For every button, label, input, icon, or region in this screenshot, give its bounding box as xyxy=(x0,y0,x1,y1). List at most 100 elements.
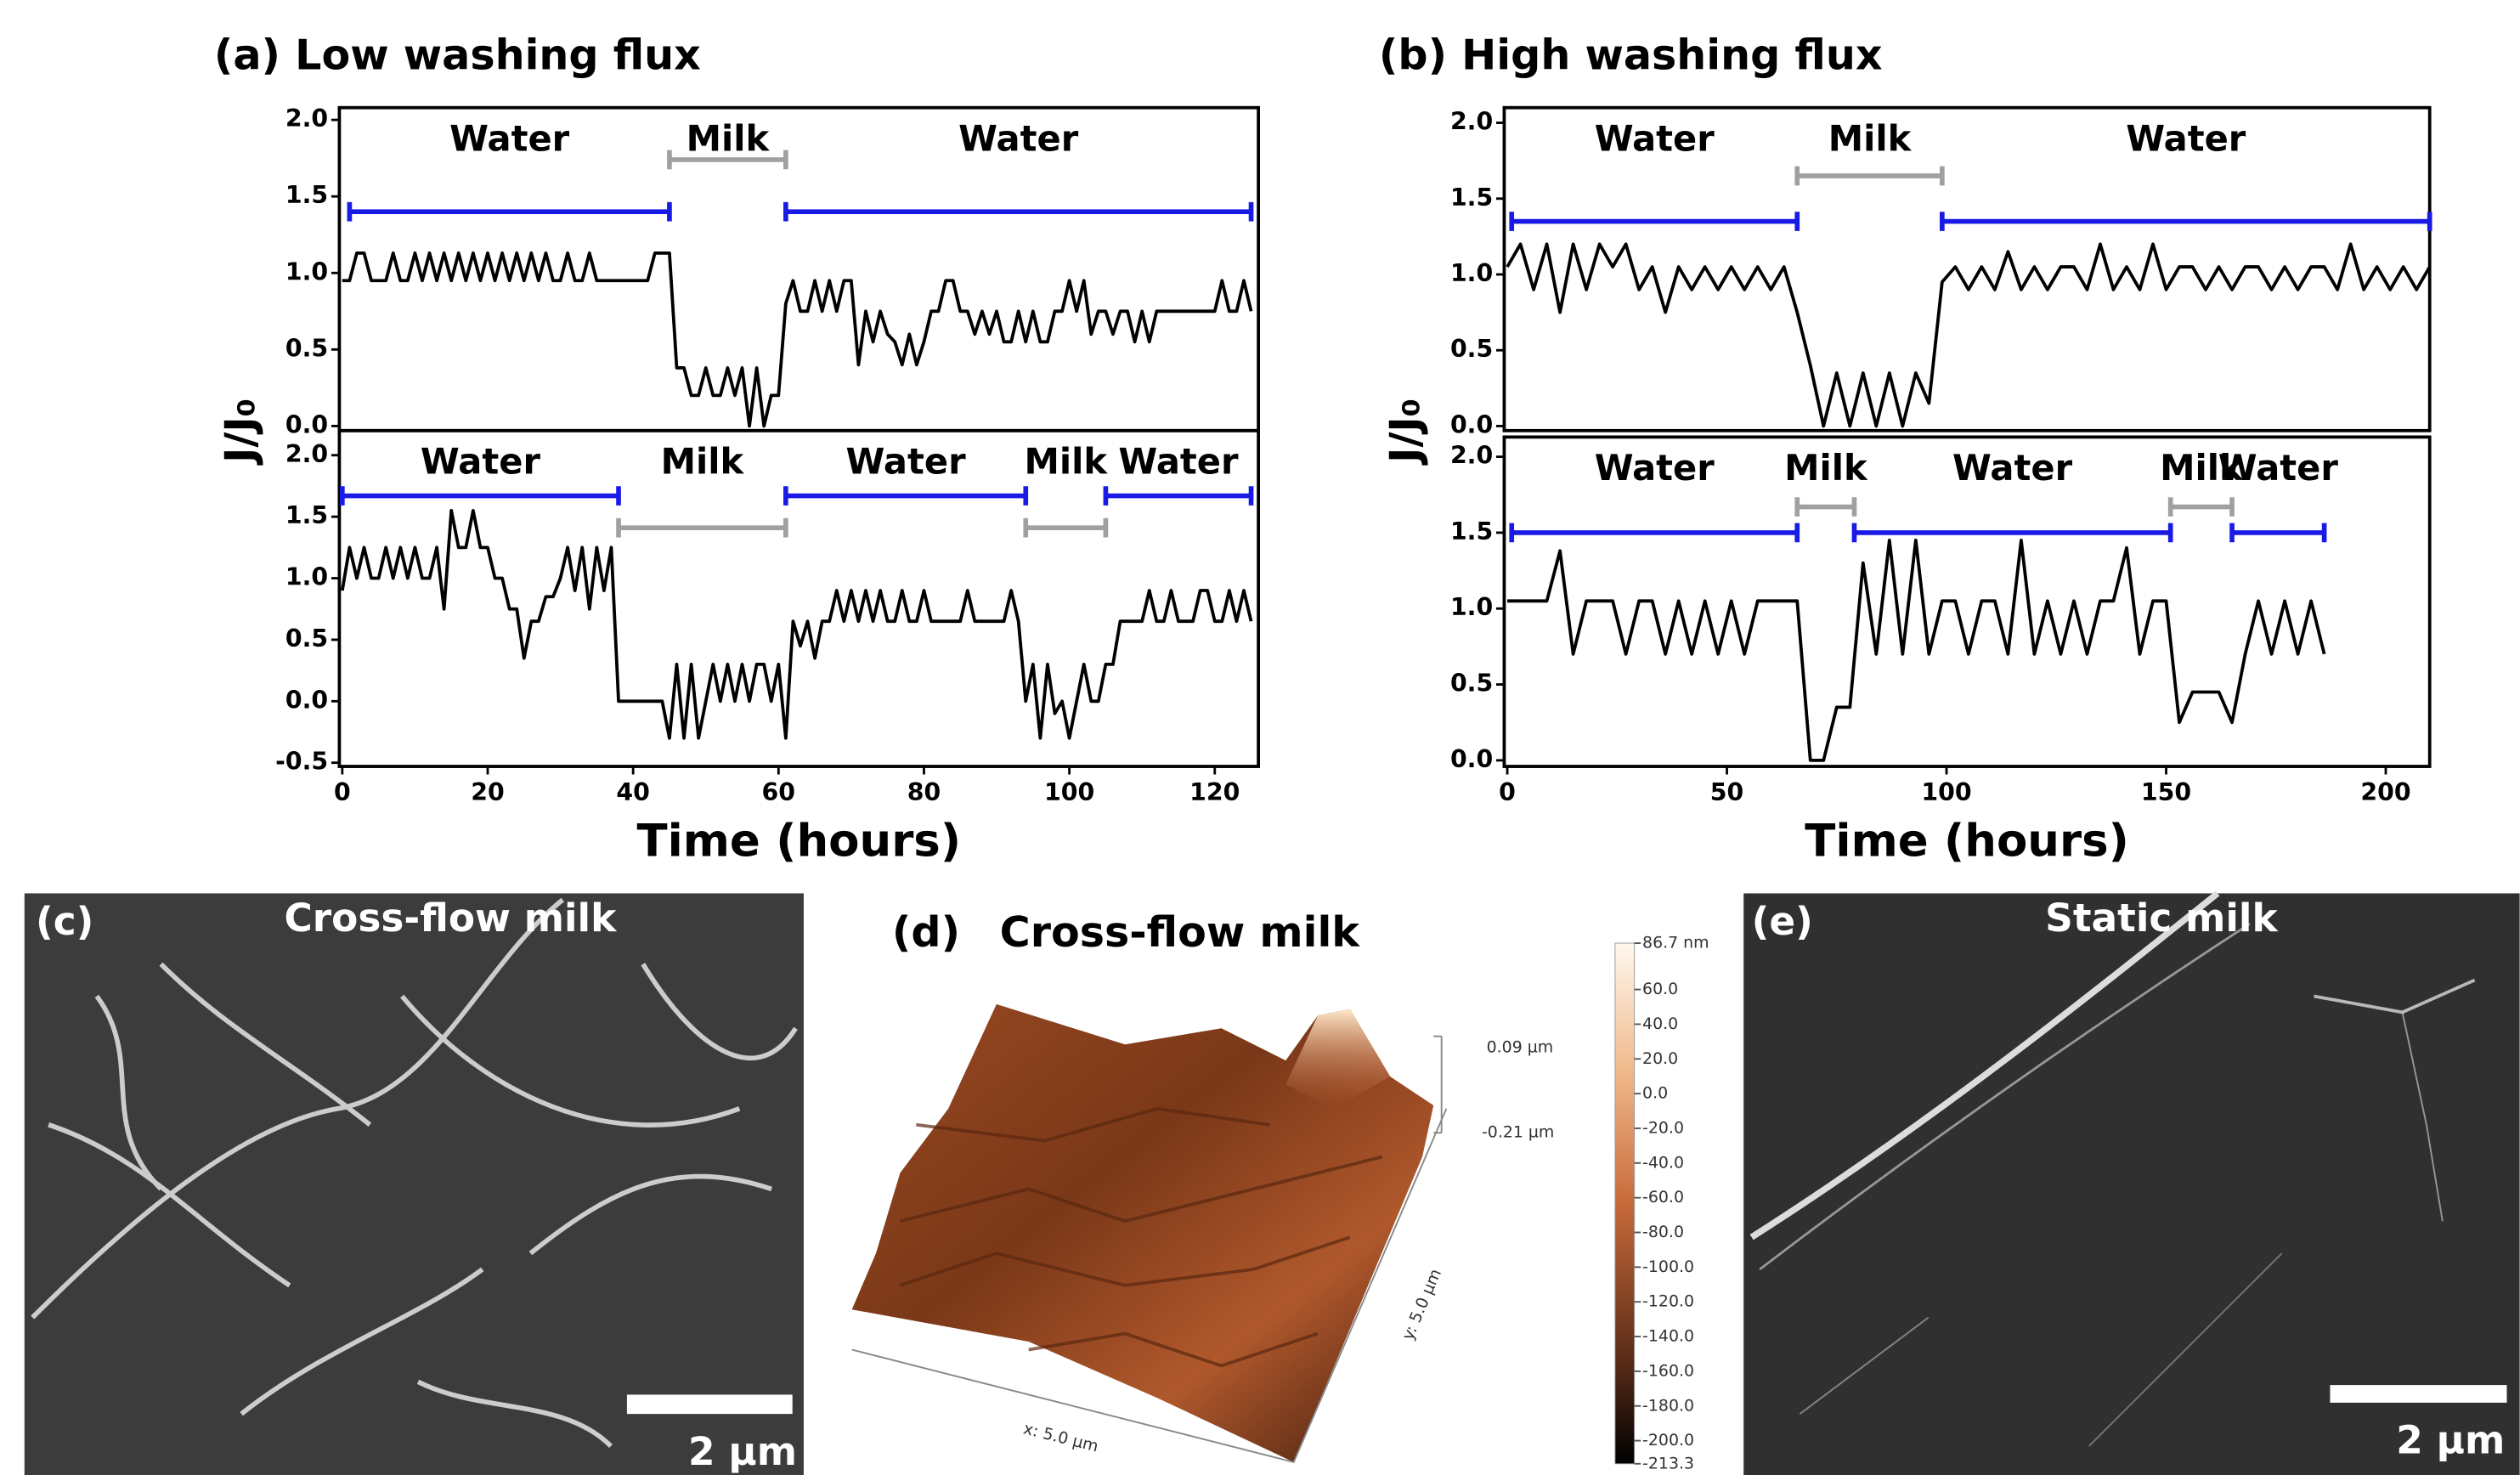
x-tick-label: 60 xyxy=(762,778,795,806)
y-tick-label: -0.5 xyxy=(275,748,328,776)
phase-bracket xyxy=(2171,497,2232,517)
x-tick-label: 20 xyxy=(471,778,504,806)
phase-bracket xyxy=(786,202,1252,222)
panel-d: (d) Cross-flow milk 0.09 µm -0.21 µm x: … xyxy=(852,907,1709,1472)
y-tick-label: 0.0 xyxy=(1450,745,1493,773)
z-label: -0.21 µm xyxy=(1482,1123,1554,1142)
panel-label: (e) xyxy=(1752,899,1813,944)
phase-bracket xyxy=(619,518,786,538)
y-tick-label: 1.5 xyxy=(1450,517,1493,545)
phase-label: Water xyxy=(846,441,967,483)
y-tick-label: 2.0 xyxy=(1450,442,1493,470)
phase-label: Water xyxy=(1118,441,1239,483)
y-axis-label: y: 5.0 µm xyxy=(1398,1266,1445,1342)
y-tick-label: 2.0 xyxy=(1450,108,1493,136)
scale-label: 2 µm xyxy=(2396,1418,2505,1463)
panel-label: (d) xyxy=(892,907,960,957)
phase-bracket xyxy=(1797,497,1854,517)
phase-bracket xyxy=(1942,212,2430,231)
colorbar-label: -140.0 xyxy=(1642,1327,1694,1346)
data-line xyxy=(1507,244,2430,426)
phase-bracket xyxy=(786,486,1026,506)
x-tick-label: 150 xyxy=(2141,778,2191,806)
x-tick-label: 100 xyxy=(1044,778,1094,806)
chart-title: (a) Low washing flux xyxy=(214,31,701,80)
z-axis xyxy=(1433,1037,1441,1133)
colorbar-ticks: 86.7 nm60.040.020.00.0-20.0-40.0-60.0-80… xyxy=(1635,934,1709,1473)
phase-bracket xyxy=(1511,212,1797,231)
phase-label: Water xyxy=(1595,447,1715,489)
colorbar-label: 40.0 xyxy=(1642,1014,1678,1033)
x-tick-label: 40 xyxy=(616,778,649,806)
data-line xyxy=(1507,540,2325,760)
phase-label: Water xyxy=(1952,447,2073,489)
phase-bracket xyxy=(1854,523,2170,543)
y-tick-label: 0.0 xyxy=(285,410,328,438)
y-tick-label: 1.0 xyxy=(285,563,328,591)
data-line xyxy=(342,511,1252,738)
phase-label: Water xyxy=(2218,447,2339,489)
y-tick-label: 0.0 xyxy=(1450,410,1493,438)
panel-title: Cross-flow milk xyxy=(1000,907,1361,957)
colorbar-label: -100.0 xyxy=(1642,1257,1694,1276)
z-label: 0.09 µm xyxy=(1487,1037,1554,1056)
sem-image xyxy=(25,893,804,1475)
y-tick-label: 0.5 xyxy=(285,624,328,653)
y-axis-title: J/J₀ xyxy=(1380,398,1429,466)
colorbar-label: -180.0 xyxy=(1642,1396,1694,1415)
colorbar-label: -80.0 xyxy=(1642,1223,1684,1241)
y-tick-label: 1.0 xyxy=(1450,593,1493,621)
phase-label: Water xyxy=(958,117,1079,159)
phase-label: Milk xyxy=(1784,447,1868,489)
y-tick-label: 1.0 xyxy=(1450,259,1493,287)
data-line xyxy=(342,253,1252,427)
y-tick-label: 0.5 xyxy=(1450,670,1493,698)
x-tick-label: 50 xyxy=(1710,778,1743,806)
y-tick-label: 1.5 xyxy=(285,181,328,209)
phase-bracket xyxy=(2232,523,2325,543)
panel-c: 2 µm (c) Cross-flow milk xyxy=(25,893,804,1475)
scale-label: 2 µm xyxy=(688,1429,797,1474)
scale-bar xyxy=(2330,1385,2506,1403)
phase-label: Water xyxy=(449,117,570,159)
phase-label: Water xyxy=(2126,117,2246,159)
phase-bracket xyxy=(1797,167,1942,186)
phase-label: Milk xyxy=(687,117,771,159)
x-tick-label: 100 xyxy=(1921,778,1971,806)
y-tick-label: 2.0 xyxy=(285,105,328,133)
colorbar-label: 0.0 xyxy=(1642,1084,1668,1103)
phase-bracket xyxy=(1105,486,1251,506)
colorbar-label: -213.3 xyxy=(1642,1454,1694,1472)
phase-bracket xyxy=(349,202,670,222)
colorbar-label: -200.0 xyxy=(1642,1431,1694,1450)
panel-label: (c) xyxy=(36,899,93,944)
phase-bracket xyxy=(1026,518,1105,538)
x-tick-label: 200 xyxy=(2360,778,2410,806)
colorbar-label: -160.0 xyxy=(1642,1361,1694,1380)
figure: 2 µm (c) Cross-flow milk (d) Cross-flow … xyxy=(0,0,2520,1475)
phase-bracket xyxy=(342,486,619,506)
x-axis-title: Time (hours) xyxy=(1805,815,2129,867)
y-tick-label: 0.0 xyxy=(285,686,328,714)
x-tick-label: 0 xyxy=(1499,778,1516,806)
panel-e: 2 µm (e) Static milk xyxy=(1743,893,2519,1475)
colorbar-label: 86.7 nm xyxy=(1642,934,1709,952)
y-axis-title: J/J₀ xyxy=(215,398,264,466)
phase-label: Water xyxy=(1595,117,1715,159)
x-axis-title: Time (hours) xyxy=(637,815,962,867)
y-tick-label: 1.0 xyxy=(285,257,328,285)
phase-label: Water xyxy=(421,441,541,483)
x-tick-label: 0 xyxy=(334,778,351,806)
colorbar-label: -60.0 xyxy=(1642,1188,1684,1207)
colorbar-label: 60.0 xyxy=(1642,980,1678,998)
x-tick-label: 120 xyxy=(1189,778,1240,806)
panel-title: Cross-flow milk xyxy=(285,896,619,941)
colorbar-label: -120.0 xyxy=(1642,1292,1694,1311)
y-tick-label: 1.5 xyxy=(1450,184,1493,212)
phase-label: Milk xyxy=(1025,441,1109,483)
colorbar-label: -20.0 xyxy=(1642,1118,1684,1137)
phase-label: Milk xyxy=(1828,117,1913,159)
x-tick-label: 80 xyxy=(907,778,941,806)
page: {"chart_data":[ {"type":"line","title":"… xyxy=(0,0,2520,1475)
phase-bracket xyxy=(1511,523,1797,543)
